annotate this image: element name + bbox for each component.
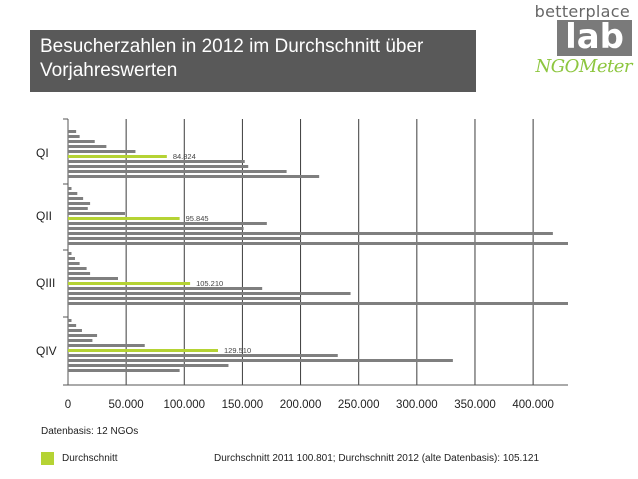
bar-ngo (68, 150, 136, 153)
bar-ngo (68, 344, 145, 347)
group-label: QIV (36, 344, 57, 358)
bar-ngo (68, 272, 91, 275)
bar-average (68, 217, 180, 220)
bar-ngo (68, 302, 568, 305)
logo-top-text: betterplace (534, 2, 630, 21)
bar-ngo (68, 354, 338, 357)
x-tick-label: 50.000 (109, 399, 144, 411)
bar-ngo (68, 130, 77, 133)
data-label-average: 84.824 (173, 152, 196, 161)
bar-ngo (68, 145, 107, 148)
x-tick-label: 400.000 (512, 399, 554, 411)
bar-ngo (68, 175, 320, 178)
bar-ngo (68, 292, 351, 295)
bar-average (68, 155, 167, 158)
bar-ngo (68, 232, 553, 235)
bar-ngo (68, 329, 82, 332)
bar-ngo (68, 207, 88, 210)
bar-ngo (68, 197, 84, 200)
x-tick-label: 350.000 (454, 399, 496, 411)
bar-average (68, 349, 218, 352)
bar-ngo (68, 170, 287, 173)
data-label-average: 129.510 (224, 346, 251, 355)
x-tick-label: 100.000 (163, 399, 205, 411)
legend-label-average: Durchschnitt (62, 453, 118, 464)
bar-ngo (68, 135, 80, 138)
bar-ngo (68, 359, 453, 362)
bar-ngo (68, 222, 267, 225)
bar-ngo (68, 252, 72, 255)
bar-ngo (68, 165, 249, 168)
bar-ngo (68, 369, 180, 372)
bar-ngo (68, 242, 568, 245)
group-label: QIII (36, 276, 55, 290)
x-tick-label: 250.000 (338, 399, 380, 411)
bar-ngo (68, 192, 78, 195)
datenbasis-note: Datenbasis: 12 NGOs (41, 426, 139, 437)
bar-ngo (68, 257, 75, 260)
bar-ngo (68, 364, 229, 367)
bar-ngo (68, 319, 72, 322)
data-label-average: 105.210 (196, 279, 223, 288)
bar-ngo (68, 334, 98, 337)
bar-ngo (68, 160, 245, 163)
bar-ngo (68, 277, 118, 280)
bar-average (68, 282, 191, 285)
bar-ngo (68, 287, 263, 290)
legend-swatch-average (41, 452, 54, 465)
logo-sub-text: NGOMeter (535, 56, 633, 77)
data-label-average: 95.845 (186, 214, 209, 223)
bar-ngo (68, 140, 95, 143)
average-note: Durchschnitt 2011 100.801; Durchschnitt … (214, 453, 540, 464)
betterplace-lab-logo: betterplace lab NGOMeter (510, 0, 638, 100)
bar-ngo (68, 297, 301, 300)
x-tick-label: 150.000 (222, 399, 264, 411)
bar-ngo (68, 262, 80, 265)
group-label: QII (36, 209, 52, 223)
bar-ngo (68, 202, 91, 205)
chart-title: Besucherzahlen in 2012 im Durchschnitt ü… (40, 36, 424, 81)
x-tick-label: 300.000 (396, 399, 438, 411)
bar-ngo (68, 267, 87, 270)
bar-ngo (68, 212, 125, 215)
bar-ngo (68, 339, 93, 342)
bar-ngo (68, 227, 244, 230)
group-label: QI (36, 146, 49, 160)
x-tick-label: 0 (65, 399, 71, 411)
x-tick-label: 200.000 (280, 399, 322, 411)
logo-main-text: lab (557, 20, 632, 56)
chart-title-box: Besucherzahlen in 2012 im Durchschnitt ü… (30, 30, 476, 92)
bar-ngo (68, 187, 72, 190)
bar-ngo (68, 324, 77, 327)
bar-ngo (68, 237, 301, 240)
